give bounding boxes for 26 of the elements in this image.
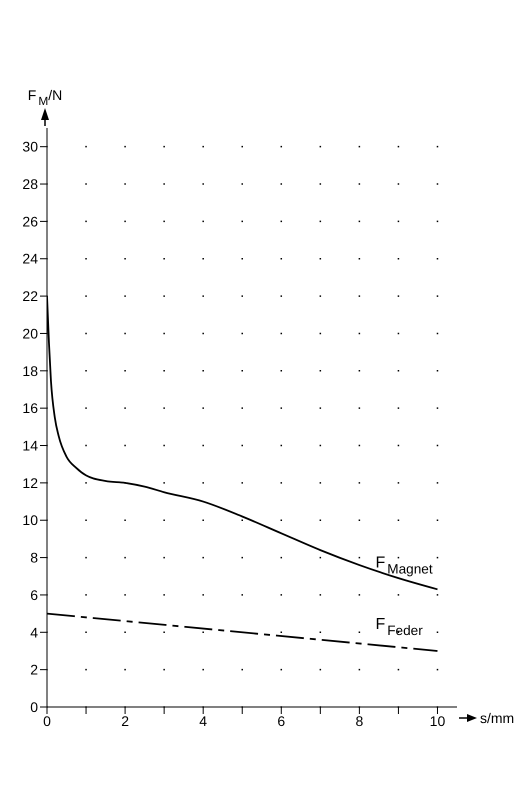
series-label: F$_{Feder}$: [375, 616, 424, 638]
x-tick-label: 2: [121, 712, 130, 729]
y-axis-title: F$_{M}$/N: [28, 87, 62, 108]
x-tick-label: 6: [277, 712, 286, 729]
y-tick-label: 22: [22, 288, 38, 304]
y-tick-label: 18: [22, 362, 38, 379]
y-tick-label: 4: [30, 624, 38, 640]
x-tick-label: 0: [43, 712, 52, 729]
y-tick-label: 30: [22, 138, 38, 155]
x-tick-label: 4: [199, 712, 208, 729]
x-tick-label: 10: [430, 712, 446, 729]
y-tick-label: 16: [22, 400, 38, 416]
y-tick-label: 28: [22, 176, 38, 192]
y-tick-label: 2: [30, 662, 38, 678]
y-tick-label: 24: [22, 250, 38, 267]
y-tick-label: 6: [30, 586, 38, 603]
y-tick-label: 14: [22, 437, 38, 454]
y-tick-label: 12: [22, 474, 38, 491]
y-tick-label: 20: [22, 325, 38, 342]
series-label: F$_{Magnet}$: [375, 554, 433, 576]
y-tick-label: 8: [30, 550, 38, 566]
x-tick-label: 8: [355, 712, 364, 729]
y-tick-label: 0: [30, 698, 38, 715]
y-tick-label: 10: [22, 512, 38, 528]
x-axis-title: s/mm: [480, 710, 514, 726]
y-tick-label: 26: [22, 213, 38, 230]
